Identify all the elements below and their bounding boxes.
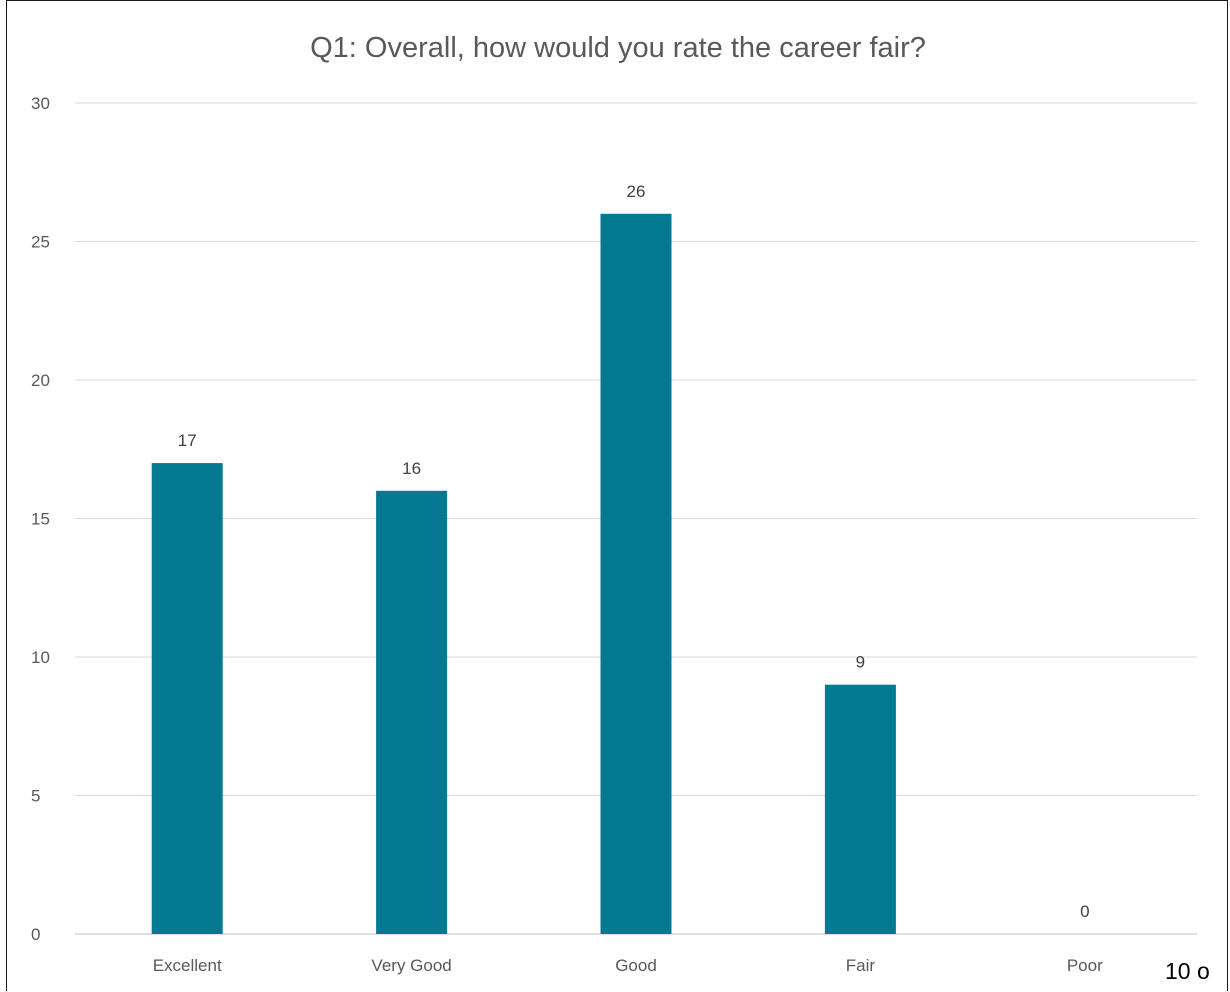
y-tick-label: 30 bbox=[31, 94, 50, 113]
x-tick-label: Poor bbox=[1067, 956, 1103, 975]
data-label: 17 bbox=[178, 431, 197, 450]
bars bbox=[151, 213, 896, 935]
chart-frame: Q1: Overall, how would you rate the care… bbox=[6, 0, 1228, 991]
x-tick-label: Fair bbox=[846, 956, 876, 975]
y-tick-label: 20 bbox=[31, 371, 50, 390]
data-label: 9 bbox=[856, 653, 865, 672]
bar-chart: Q1: Overall, how would you rate the care… bbox=[31, 32, 1197, 975]
data-labels: 17 16 26 9 0 bbox=[178, 182, 1090, 921]
data-label: 16 bbox=[402, 459, 421, 478]
y-tick-label: 0 bbox=[31, 925, 40, 944]
y-tick-label: 15 bbox=[31, 510, 50, 529]
bar-very-good bbox=[376, 490, 448, 934]
y-axis-ticks: 0 5 10 15 20 25 30 bbox=[31, 94, 50, 944]
bar-excellent bbox=[151, 463, 223, 934]
chart-title: Q1: Overall, how would you rate the care… bbox=[310, 32, 926, 64]
data-label: 26 bbox=[627, 182, 646, 201]
page-number-text: 10 o bbox=[1165, 958, 1210, 984]
x-tick-label: Very Good bbox=[371, 956, 451, 975]
x-tick-label: Excellent bbox=[153, 956, 222, 975]
data-label: 0 bbox=[1080, 902, 1089, 921]
y-tick-label: 25 bbox=[31, 233, 50, 252]
y-tick-label: 5 bbox=[31, 787, 40, 806]
y-tick-label: 10 bbox=[31, 648, 50, 667]
x-tick-label: Good bbox=[615, 956, 657, 975]
bar-good bbox=[600, 213, 672, 935]
bar-fair bbox=[824, 684, 896, 934]
x-axis-ticks: Excellent Very Good Good Fair Poor bbox=[153, 956, 1103, 975]
